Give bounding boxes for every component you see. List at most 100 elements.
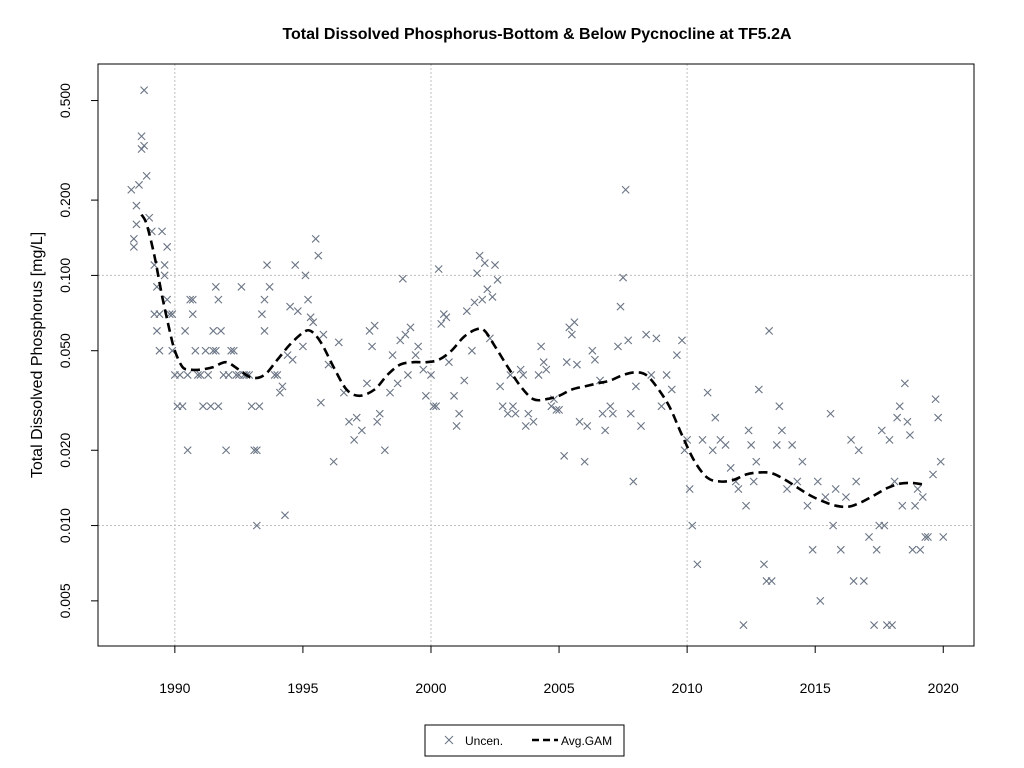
data-point	[137, 132, 146, 141]
data-point	[145, 213, 154, 222]
data-point	[160, 271, 169, 280]
data-point	[455, 409, 464, 418]
gam-line	[140, 213, 923, 509]
data-point	[560, 451, 569, 460]
data-point	[836, 545, 845, 554]
data-point	[772, 440, 781, 449]
data-point	[898, 501, 907, 510]
data-point	[375, 409, 384, 418]
data-point	[224, 370, 233, 379]
data-point	[206, 402, 215, 411]
data-point	[742, 501, 751, 510]
data-point	[493, 275, 502, 284]
data-point	[534, 370, 543, 379]
data-point	[775, 402, 784, 411]
data-point	[929, 470, 938, 479]
data-point	[524, 409, 533, 418]
data-point	[255, 402, 264, 411]
data-point	[864, 533, 873, 541]
data-point	[314, 251, 323, 260]
chart-title: Total Dissolved Phosphorus-Bottom & Belo…	[282, 26, 792, 43]
y-tick-label: 0.020	[57, 433, 73, 468]
data-point	[503, 409, 512, 418]
legend: Uncen. Avg.GAM	[424, 724, 625, 757]
data-point	[667, 385, 676, 394]
data-point	[129, 242, 138, 251]
legend-box	[424, 724, 625, 757]
data-point	[414, 342, 423, 351]
data-point	[250, 446, 259, 455]
data-point	[921, 533, 930, 541]
data-point	[688, 521, 697, 530]
data-point	[209, 326, 218, 335]
data-point	[442, 313, 451, 322]
data-point	[908, 545, 917, 554]
data-point	[849, 577, 858, 586]
data-point	[759, 560, 768, 569]
data-point	[288, 355, 297, 364]
data-point	[642, 330, 651, 339]
data-point	[621, 185, 630, 194]
data-point	[734, 485, 743, 493]
data-point	[388, 351, 397, 360]
x-tick-label: 2010	[672, 680, 703, 696]
data-point	[519, 370, 528, 379]
data-point	[657, 402, 666, 411]
data-point	[552, 405, 561, 414]
data-point	[247, 402, 256, 411]
data-point	[537, 342, 546, 351]
data-point	[129, 234, 138, 243]
data-point	[163, 295, 172, 304]
data-point	[398, 274, 407, 283]
data-point	[260, 326, 269, 335]
data-point	[298, 342, 307, 351]
data-point	[478, 295, 487, 304]
data-point	[624, 336, 633, 345]
x-tick-label: 2000	[415, 680, 446, 696]
data-point	[199, 402, 208, 411]
data-point	[847, 435, 856, 444]
data-point	[214, 402, 223, 411]
data-point	[629, 477, 638, 486]
data-point	[570, 318, 579, 327]
data-point	[432, 402, 441, 411]
data-point	[606, 402, 615, 411]
data-point	[188, 310, 197, 319]
data-point	[140, 141, 149, 150]
data-point	[798, 457, 807, 466]
data-point	[793, 477, 802, 486]
data-point	[345, 417, 354, 426]
data-point	[511, 409, 520, 418]
uncen-points	[127, 86, 948, 630]
data-point	[598, 409, 607, 418]
plot-frame	[97, 63, 975, 647]
data-point	[352, 413, 361, 422]
data-point	[816, 596, 825, 605]
data-point	[304, 295, 313, 304]
data-point	[181, 326, 190, 335]
data-point	[204, 370, 213, 379]
data-point	[685, 485, 694, 493]
data-point	[821, 493, 830, 502]
data-point	[749, 477, 758, 486]
y-axis: 0.005 0.010 0.020 0.050 0.100 0.200 0.500	[57, 83, 98, 618]
data-point	[693, 560, 702, 569]
data-point	[301, 271, 310, 280]
y-tick-label: 0.200	[57, 182, 73, 217]
data-point	[237, 282, 246, 291]
y-tick-label: 0.100	[57, 258, 73, 293]
data-point	[890, 477, 899, 486]
legend-label-uncen: Uncen.	[465, 734, 503, 748]
data-point	[903, 417, 912, 426]
data-point	[134, 180, 143, 189]
data-point	[460, 376, 469, 385]
data-point	[373, 417, 382, 426]
data-point	[547, 402, 556, 411]
data-point	[257, 310, 266, 319]
y-tick-label: 0.500	[57, 83, 73, 118]
data-point	[813, 477, 822, 486]
x-tick-label: 1995	[287, 680, 318, 696]
data-point	[911, 501, 920, 510]
data-point	[232, 370, 241, 379]
